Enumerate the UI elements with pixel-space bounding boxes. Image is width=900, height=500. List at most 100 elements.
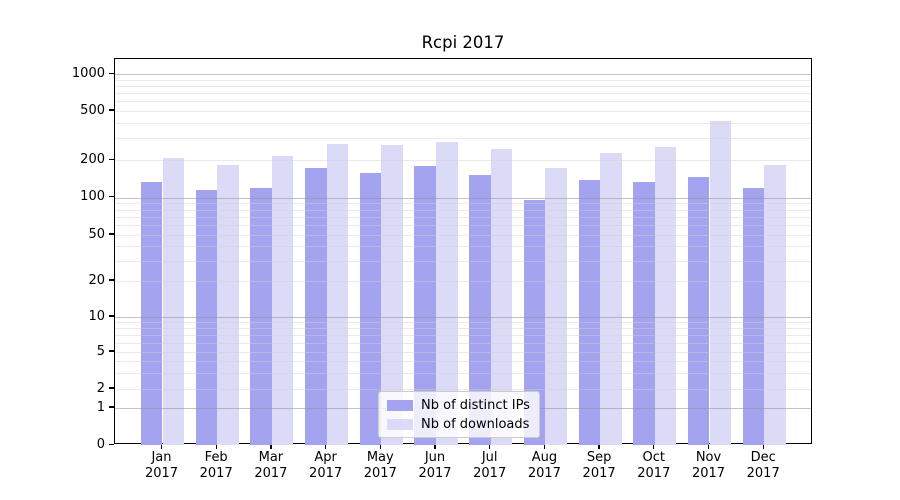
legend-label-downloads: Nb of downloads	[421, 416, 530, 432]
bar-downloads	[381, 144, 403, 446]
y-tick	[109, 443, 114, 445]
x-tick	[489, 444, 491, 450]
x-tick	[379, 444, 381, 450]
x-tick-label: May 2017	[363, 450, 397, 481]
y-tick	[109, 406, 114, 408]
gridline-minor	[115, 160, 811, 162]
chart-area	[114, 58, 812, 446]
bar-distinct-ips	[578, 179, 601, 446]
gridline-minor	[115, 281, 811, 282]
x-tick-label: Jan 2017	[144, 450, 179, 481]
gridline-minor	[115, 328, 811, 330]
gridline-minor	[115, 209, 811, 211]
gridline-minor	[115, 123, 811, 124]
gridline-major	[115, 317, 811, 318]
x-tick-label: Mar 2017	[254, 450, 288, 481]
y-tick	[109, 109, 114, 111]
y-tick-label: 0	[96, 436, 105, 452]
gridline-minor	[115, 216, 811, 218]
bar-distinct-ips	[250, 187, 272, 446]
y-tick	[109, 158, 114, 160]
gridline-major	[115, 197, 811, 199]
bar-downloads	[436, 141, 458, 446]
bar-distinct-ips	[140, 181, 163, 446]
gridline-minor	[115, 260, 811, 262]
gridline-major	[115, 74, 811, 76]
y-tick	[109, 279, 114, 281]
chart-title: Rcpi 2017	[421, 33, 505, 52]
y-tick-label: 10	[88, 308, 105, 324]
legend-item-distinct-ips: Nb of distinct IPs	[387, 397, 530, 413]
bar-downloads	[271, 155, 294, 446]
x-tick	[324, 444, 327, 450]
bar-downloads	[654, 147, 677, 446]
y-tick-label: 5	[96, 343, 105, 359]
bar-downloads	[545, 168, 567, 446]
y-tick	[109, 196, 114, 198]
bar-downloads	[600, 153, 622, 446]
gridline-minor	[115, 93, 811, 95]
legend-label-distinct-ips: Nb of distinct IPs	[421, 397, 530, 413]
gridline-minor	[115, 322, 811, 324]
y-tick-label: 50	[88, 226, 105, 242]
x-tick-label: Jun 2017	[418, 450, 452, 481]
bar-distinct-ips	[523, 200, 546, 446]
bar-distinct-ips	[742, 187, 765, 446]
gridline-minor	[115, 342, 811, 344]
y-tick	[109, 387, 114, 389]
grid-layer	[115, 59, 811, 443]
x-tick	[762, 444, 764, 450]
x-tick	[160, 444, 163, 450]
bar-distinct-ips	[359, 173, 382, 446]
gridline-minor	[115, 352, 811, 353]
y-tick-label: 100	[80, 189, 105, 205]
y-tick	[109, 350, 114, 352]
y-tick	[109, 72, 114, 74]
x-tick-label: Nov 2017	[691, 450, 726, 481]
x-tick-label: Aug 2017	[527, 450, 561, 481]
x-tick-label: Jul 2017	[473, 450, 507, 481]
gridline-minor	[115, 361, 811, 362]
bar-distinct-ips	[687, 176, 710, 446]
bar-distinct-ips	[469, 174, 491, 446]
gridline-minor	[115, 246, 811, 248]
gridline-minor	[115, 138, 811, 140]
gridline-minor	[115, 235, 811, 236]
bar-distinct-ips	[633, 181, 655, 446]
gridline-minor	[115, 372, 811, 374]
y-tick-label: 20	[88, 272, 105, 288]
gridline-minor	[115, 101, 811, 103]
gridline-minor	[115, 389, 811, 390]
bar-downloads	[326, 144, 349, 446]
bar-downloads	[217, 164, 239, 446]
bars-layer	[115, 59, 811, 446]
gridline-minor	[115, 79, 811, 81]
x-tick-label: Dec 2017	[746, 450, 780, 481]
bar-downloads	[764, 164, 786, 446]
x-tick-label: Feb 2017	[199, 450, 233, 481]
x-tick	[215, 444, 217, 450]
x-tick	[598, 444, 600, 450]
gridline-minor	[115, 86, 811, 88]
legend-item-downloads: Nb of downloads	[387, 416, 530, 432]
x-tick-label: Oct 2017	[637, 450, 671, 481]
legend-swatch-distinct-ips	[387, 399, 413, 411]
bar-downloads	[709, 121, 732, 446]
bar-downloads	[490, 149, 513, 446]
y-tick-label: 200	[80, 151, 105, 167]
bar-distinct-ips	[305, 168, 327, 446]
legend: Nb of distinct IPs Nb of downloads	[378, 391, 540, 438]
x-tick	[270, 444, 272, 450]
gridline-minor	[115, 203, 811, 205]
y-tick-label: 2	[96, 380, 105, 396]
y-tick-label: 500	[80, 102, 105, 118]
gridline-minor	[115, 335, 811, 336]
y-tick-label: 1000	[71, 65, 105, 81]
y-tick	[109, 233, 114, 235]
x-tick-label: Sep 2017	[582, 450, 616, 481]
x-tick	[543, 444, 546, 450]
x-tick-label: Apr 2017	[309, 450, 343, 481]
y-tick-label: 1	[96, 399, 105, 415]
gridline-minor	[115, 225, 811, 227]
